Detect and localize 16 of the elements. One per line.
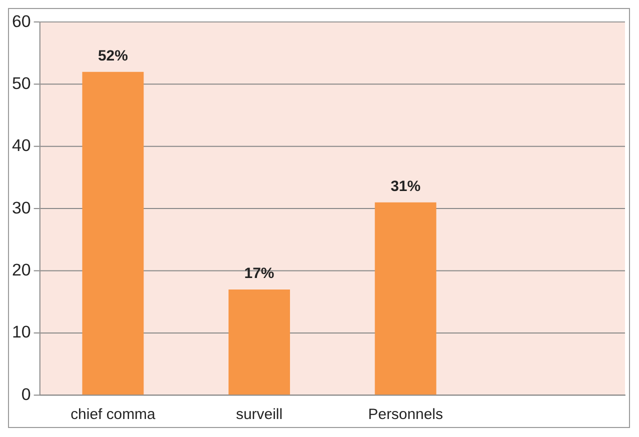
y-tick-label: 50 <box>12 74 31 93</box>
bar <box>374 202 436 395</box>
y-tick-label: 10 <box>12 322 31 342</box>
data-label: 52% <box>98 48 128 65</box>
y-tick-label: 40 <box>12 136 31 156</box>
x-tick-label: chief comma <box>70 406 156 424</box>
y-tick-label: 0 <box>21 384 31 404</box>
y-tick-label: 30 <box>12 198 31 218</box>
x-tick-label: surveill <box>236 406 283 424</box>
bar <box>228 289 290 395</box>
data-label: 31% <box>390 178 421 196</box>
bar <box>82 72 144 395</box>
x-tick-label: Personnels <box>368 406 443 424</box>
y-tick-label: 60 <box>12 12 31 31</box>
data-label: 17% <box>244 265 274 282</box>
y-tick-label: 20 <box>12 260 31 280</box>
